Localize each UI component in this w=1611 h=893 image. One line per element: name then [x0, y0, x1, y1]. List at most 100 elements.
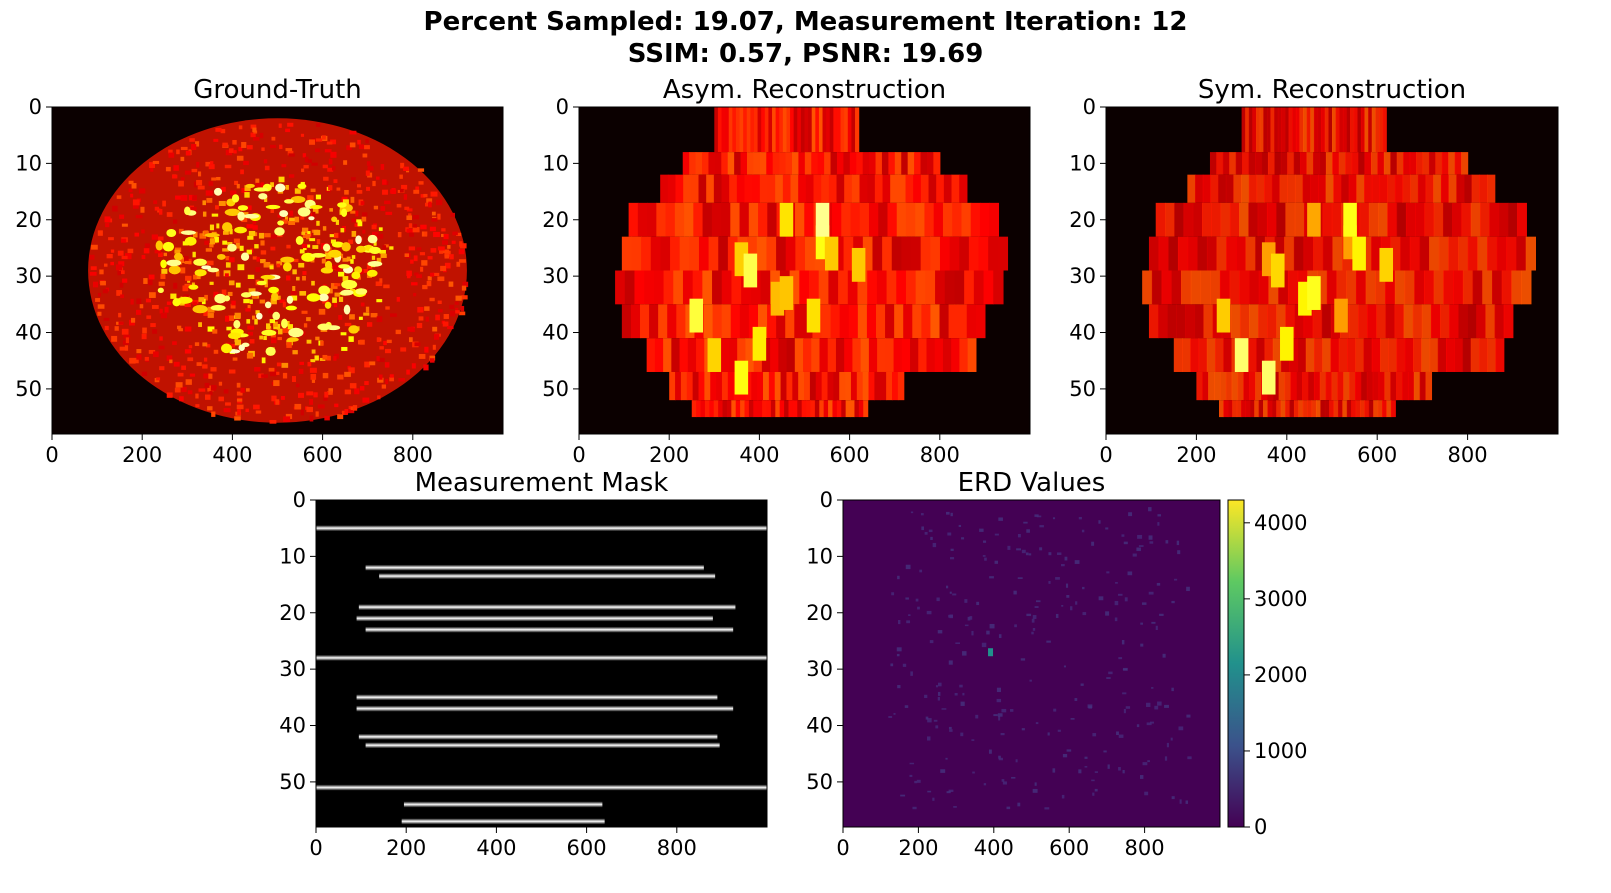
chart-0-pixel [162, 200, 166, 207]
chart-2-block [1368, 107, 1373, 153]
chart-1-block [832, 202, 842, 237]
chart-4-erd-pixel [1118, 593, 1123, 596]
chart-2-block [1400, 236, 1411, 271]
chart-0-pixel [328, 158, 333, 165]
chart-1-block [798, 371, 805, 401]
chart-2-block [1415, 202, 1426, 237]
chart-2-block [1151, 270, 1163, 305]
chart-4-erd-pixel [1021, 728, 1025, 731]
chart-1-block [836, 152, 844, 175]
chart-0-pixel [430, 191, 438, 197]
chart-2-block [1365, 270, 1376, 305]
chart-0-pixel [292, 285, 296, 291]
chart-0-pixel [346, 256, 351, 262]
chart-0-pixel [193, 274, 197, 280]
chart-0-pixel [270, 207, 274, 213]
chart-0-pixel [444, 250, 451, 257]
chart-2-block [1302, 371, 1309, 401]
chart-4-erd-pixel [1070, 718, 1075, 720]
chart-4-erd-pixel [948, 726, 952, 730]
chart-0-pixel [426, 198, 433, 203]
chart-1-block [731, 270, 742, 305]
chart-0-bright-spot [351, 271, 361, 280]
chart-0-pixel [116, 195, 122, 199]
chart-1-block [803, 338, 812, 372]
chart-2-block [1158, 304, 1168, 339]
chart-4-erd-pixel [910, 511, 914, 514]
chart-2-block [1321, 107, 1326, 153]
chart-1-block [886, 270, 897, 305]
chart-0-pixel [207, 306, 215, 313]
chart-2-block [1249, 400, 1255, 418]
chart-1-block [920, 236, 931, 271]
chart-0-pixel [416, 322, 423, 329]
chart-0-pixel [366, 322, 373, 327]
chart-1-block [856, 371, 864, 401]
chart-0-pixel [226, 326, 232, 331]
chart-2-block [1456, 174, 1465, 203]
chart-0-pixel [106, 253, 113, 259]
chart-0-pixel [269, 144, 277, 148]
chart-0-xtick-label-4: 800 [393, 443, 433, 467]
chart-0-pixel [204, 294, 208, 301]
chart-2-block [1335, 107, 1340, 153]
chart-2-block [1342, 107, 1348, 153]
chart-1-block [784, 400, 790, 418]
chart-2-block [1472, 270, 1483, 305]
chart-0-pixel [301, 231, 306, 235]
chart-0-pixel [302, 243, 308, 249]
chart-4-erd-pixel [958, 524, 962, 528]
chart-2-block [1346, 400, 1352, 418]
chart-2-block [1173, 338, 1183, 372]
chart-2-block [1487, 338, 1497, 372]
chart-1-block [788, 400, 794, 418]
chart-2-block [1429, 236, 1440, 271]
chart-2-block [1294, 202, 1305, 237]
chart-2-block [1498, 202, 1509, 237]
chart-1-block [844, 174, 853, 203]
chart-1-block [828, 400, 834, 418]
chart-0-pixel [245, 408, 249, 413]
chart-2-block [1259, 107, 1264, 153]
chart-0-bright-spot [214, 187, 223, 196]
chart-2-block [1353, 107, 1358, 153]
chart-0-ytick-label-4: 40 [15, 321, 42, 345]
chart-3-ytick-label-0: 0 [293, 488, 306, 512]
chart-0-pixel [290, 291, 297, 297]
chart-0-pixel [312, 245, 319, 249]
chart-0-pixel [228, 315, 235, 321]
chart-0-pixel [121, 223, 128, 227]
chart-3-image [316, 500, 767, 827]
chart-0-pixel [376, 233, 384, 239]
chart-0-bright-spot [367, 260, 383, 267]
chart-4-erd-pixel [1146, 722, 1152, 726]
chart-1-block [798, 152, 806, 175]
chart-2-block [1349, 304, 1359, 339]
chart-4-erd-pixel [1026, 529, 1030, 533]
chart-2-block [1501, 270, 1513, 305]
chart-2-block [1333, 400, 1339, 418]
chart-0-bright-spot [355, 288, 368, 295]
chart-0-pixel [169, 359, 173, 364]
chart-0-pixel [160, 273, 166, 279]
chart-2-block [1267, 400, 1273, 418]
chart-0-bright-spot [317, 323, 331, 331]
chart-2-block [1338, 152, 1346, 175]
chart-0-pixel [275, 399, 280, 405]
chart-0-pixel [328, 185, 333, 191]
chart-2-block [1438, 236, 1450, 271]
chart-0-pixel [178, 180, 184, 187]
chart-0-pixel [294, 216, 300, 223]
chart-2-block [1489, 202, 1500, 237]
chart-2-block [1226, 236, 1237, 271]
chart-0-pixel [372, 180, 376, 187]
chart-4-erd-pixel [915, 598, 919, 602]
chart-0-pixel [418, 353, 426, 359]
chart-1-block [869, 152, 877, 175]
chart-0-pixel [258, 232, 265, 239]
chart-0-pixel [282, 219, 288, 224]
chart-1-block [809, 371, 817, 401]
chart-1-block [735, 400, 741, 418]
chart-0-pixel [458, 249, 465, 255]
chart-4-erd-pixel [1124, 597, 1128, 602]
